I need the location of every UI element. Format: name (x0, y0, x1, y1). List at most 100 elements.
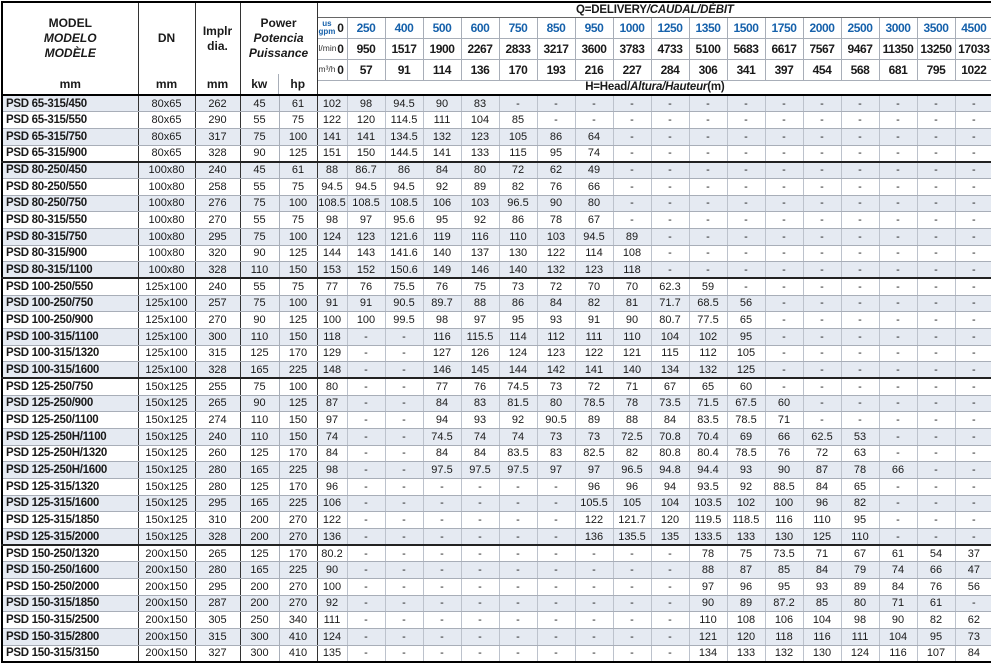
head-value: 116 (422, 327, 462, 346)
head-value: 61 (878, 544, 918, 563)
model-cell: PSD 125-250H/1320 (1, 444, 139, 463)
head-value: - (650, 628, 690, 646)
dia-cell: 315 (194, 628, 241, 646)
head-value: 92 (316, 594, 348, 613)
head-value: 148 (316, 361, 348, 380)
head-value: - (536, 494, 576, 513)
head-value: 74.5 (422, 427, 462, 446)
head-value: 98 (840, 611, 880, 629)
head-value: - (802, 111, 842, 129)
dia-cell: 262 (194, 94, 241, 113)
head-value: 140 (498, 261, 538, 280)
head-value: 114 (574, 244, 614, 263)
head-value: - (878, 444, 918, 463)
hp-cell: 410 (278, 644, 318, 663)
head-value: - (764, 344, 804, 363)
head-value: 104 (650, 494, 690, 513)
head-value: - (916, 327, 956, 346)
model-cell: PSD 125-250/1100 (1, 411, 139, 429)
q-col-header: 11350 (878, 37, 918, 60)
head-value: 96 (316, 477, 348, 496)
head-value: - (346, 494, 386, 513)
kw-cell: 200 (239, 511, 280, 529)
head-value: - (726, 161, 766, 179)
head-value: - (954, 511, 991, 529)
dn-cell: 100x80 (137, 227, 196, 246)
head-value: - (650, 261, 690, 280)
head-value: - (916, 461, 956, 479)
head-value: 75 (726, 544, 766, 563)
head-value: 61 (916, 594, 956, 613)
head-value: 77.5 (688, 311, 728, 329)
head-value: 88 (460, 294, 500, 313)
head-value: - (346, 544, 386, 563)
unit-cell-gpm: us gpm 0 (316, 16, 348, 39)
head-value: - (840, 377, 880, 396)
q-col-header: 13250 (916, 37, 956, 60)
head-value: 90 (316, 561, 348, 579)
head-value: - (726, 144, 766, 163)
head-value: 85 (802, 594, 842, 613)
hp-cell: 270 (278, 577, 318, 596)
dn-unit: mm (155, 77, 178, 91)
head-value: - (878, 344, 918, 363)
q-col-header: 2267 (460, 37, 500, 60)
modelo-label: MODELO (43, 31, 97, 45)
hp-cell: 75 (278, 211, 318, 229)
head-value: - (878, 511, 918, 529)
head-value: 86 (498, 211, 538, 229)
head-value: - (954, 594, 991, 613)
head-value: 60 (726, 377, 766, 396)
head-value: 94.8 (650, 461, 690, 479)
head-value: 135 (316, 644, 348, 663)
head-value: 74.5 (498, 377, 538, 396)
q-col-header: 795 (916, 58, 956, 81)
head-value: - (764, 377, 804, 396)
head-value: - (422, 494, 462, 513)
head-value: - (916, 94, 956, 113)
head-value: - (840, 361, 880, 380)
head-value: - (650, 211, 690, 229)
q-col-header: 4500 (954, 16, 991, 39)
head-value: - (384, 561, 424, 579)
head-value: - (346, 527, 386, 547)
head-value: 75 (460, 277, 500, 296)
kw-cell: 75 (239, 377, 280, 396)
head-value: 99.5 (384, 311, 424, 329)
head-value: - (878, 127, 918, 146)
head-value: - (802, 361, 842, 380)
hp-cell: 225 (278, 461, 318, 479)
head-value: - (764, 261, 804, 280)
q-col-header: 3500 (916, 16, 956, 39)
head-value: - (916, 127, 956, 146)
head-value: 76 (460, 377, 500, 396)
head-value: - (346, 644, 386, 663)
dn-cell: 80x65 (137, 111, 196, 129)
q-col-header: 750 (498, 16, 538, 39)
head-value: - (878, 394, 918, 413)
head-value: - (460, 577, 500, 596)
head-value: 124 (316, 628, 348, 646)
dn-cell: 150x125 (137, 394, 196, 413)
head-value: 142 (536, 361, 576, 380)
head-value: 133 (726, 644, 766, 663)
head-value: 90.5 (536, 411, 576, 429)
head-value: 136 (574, 527, 614, 547)
head-value: - (954, 94, 991, 113)
dn-cell: 200x150 (137, 611, 196, 629)
head-value: 71 (764, 411, 804, 429)
head-value: 132 (422, 127, 462, 146)
dn-cell: 125x100 (137, 361, 196, 380)
head-value: 135.5 (612, 527, 652, 547)
head-value: - (422, 594, 462, 613)
head-value: - (840, 227, 880, 246)
head-value: 129 (316, 344, 348, 363)
head-value: - (726, 194, 766, 213)
head-value: 144 (498, 361, 538, 380)
q-col-header: 136 (460, 58, 500, 81)
head-value: - (802, 244, 842, 263)
head-value: 144 (316, 244, 348, 263)
head-value: - (916, 427, 956, 446)
head-value: - (840, 311, 880, 329)
head-value: - (612, 111, 652, 129)
